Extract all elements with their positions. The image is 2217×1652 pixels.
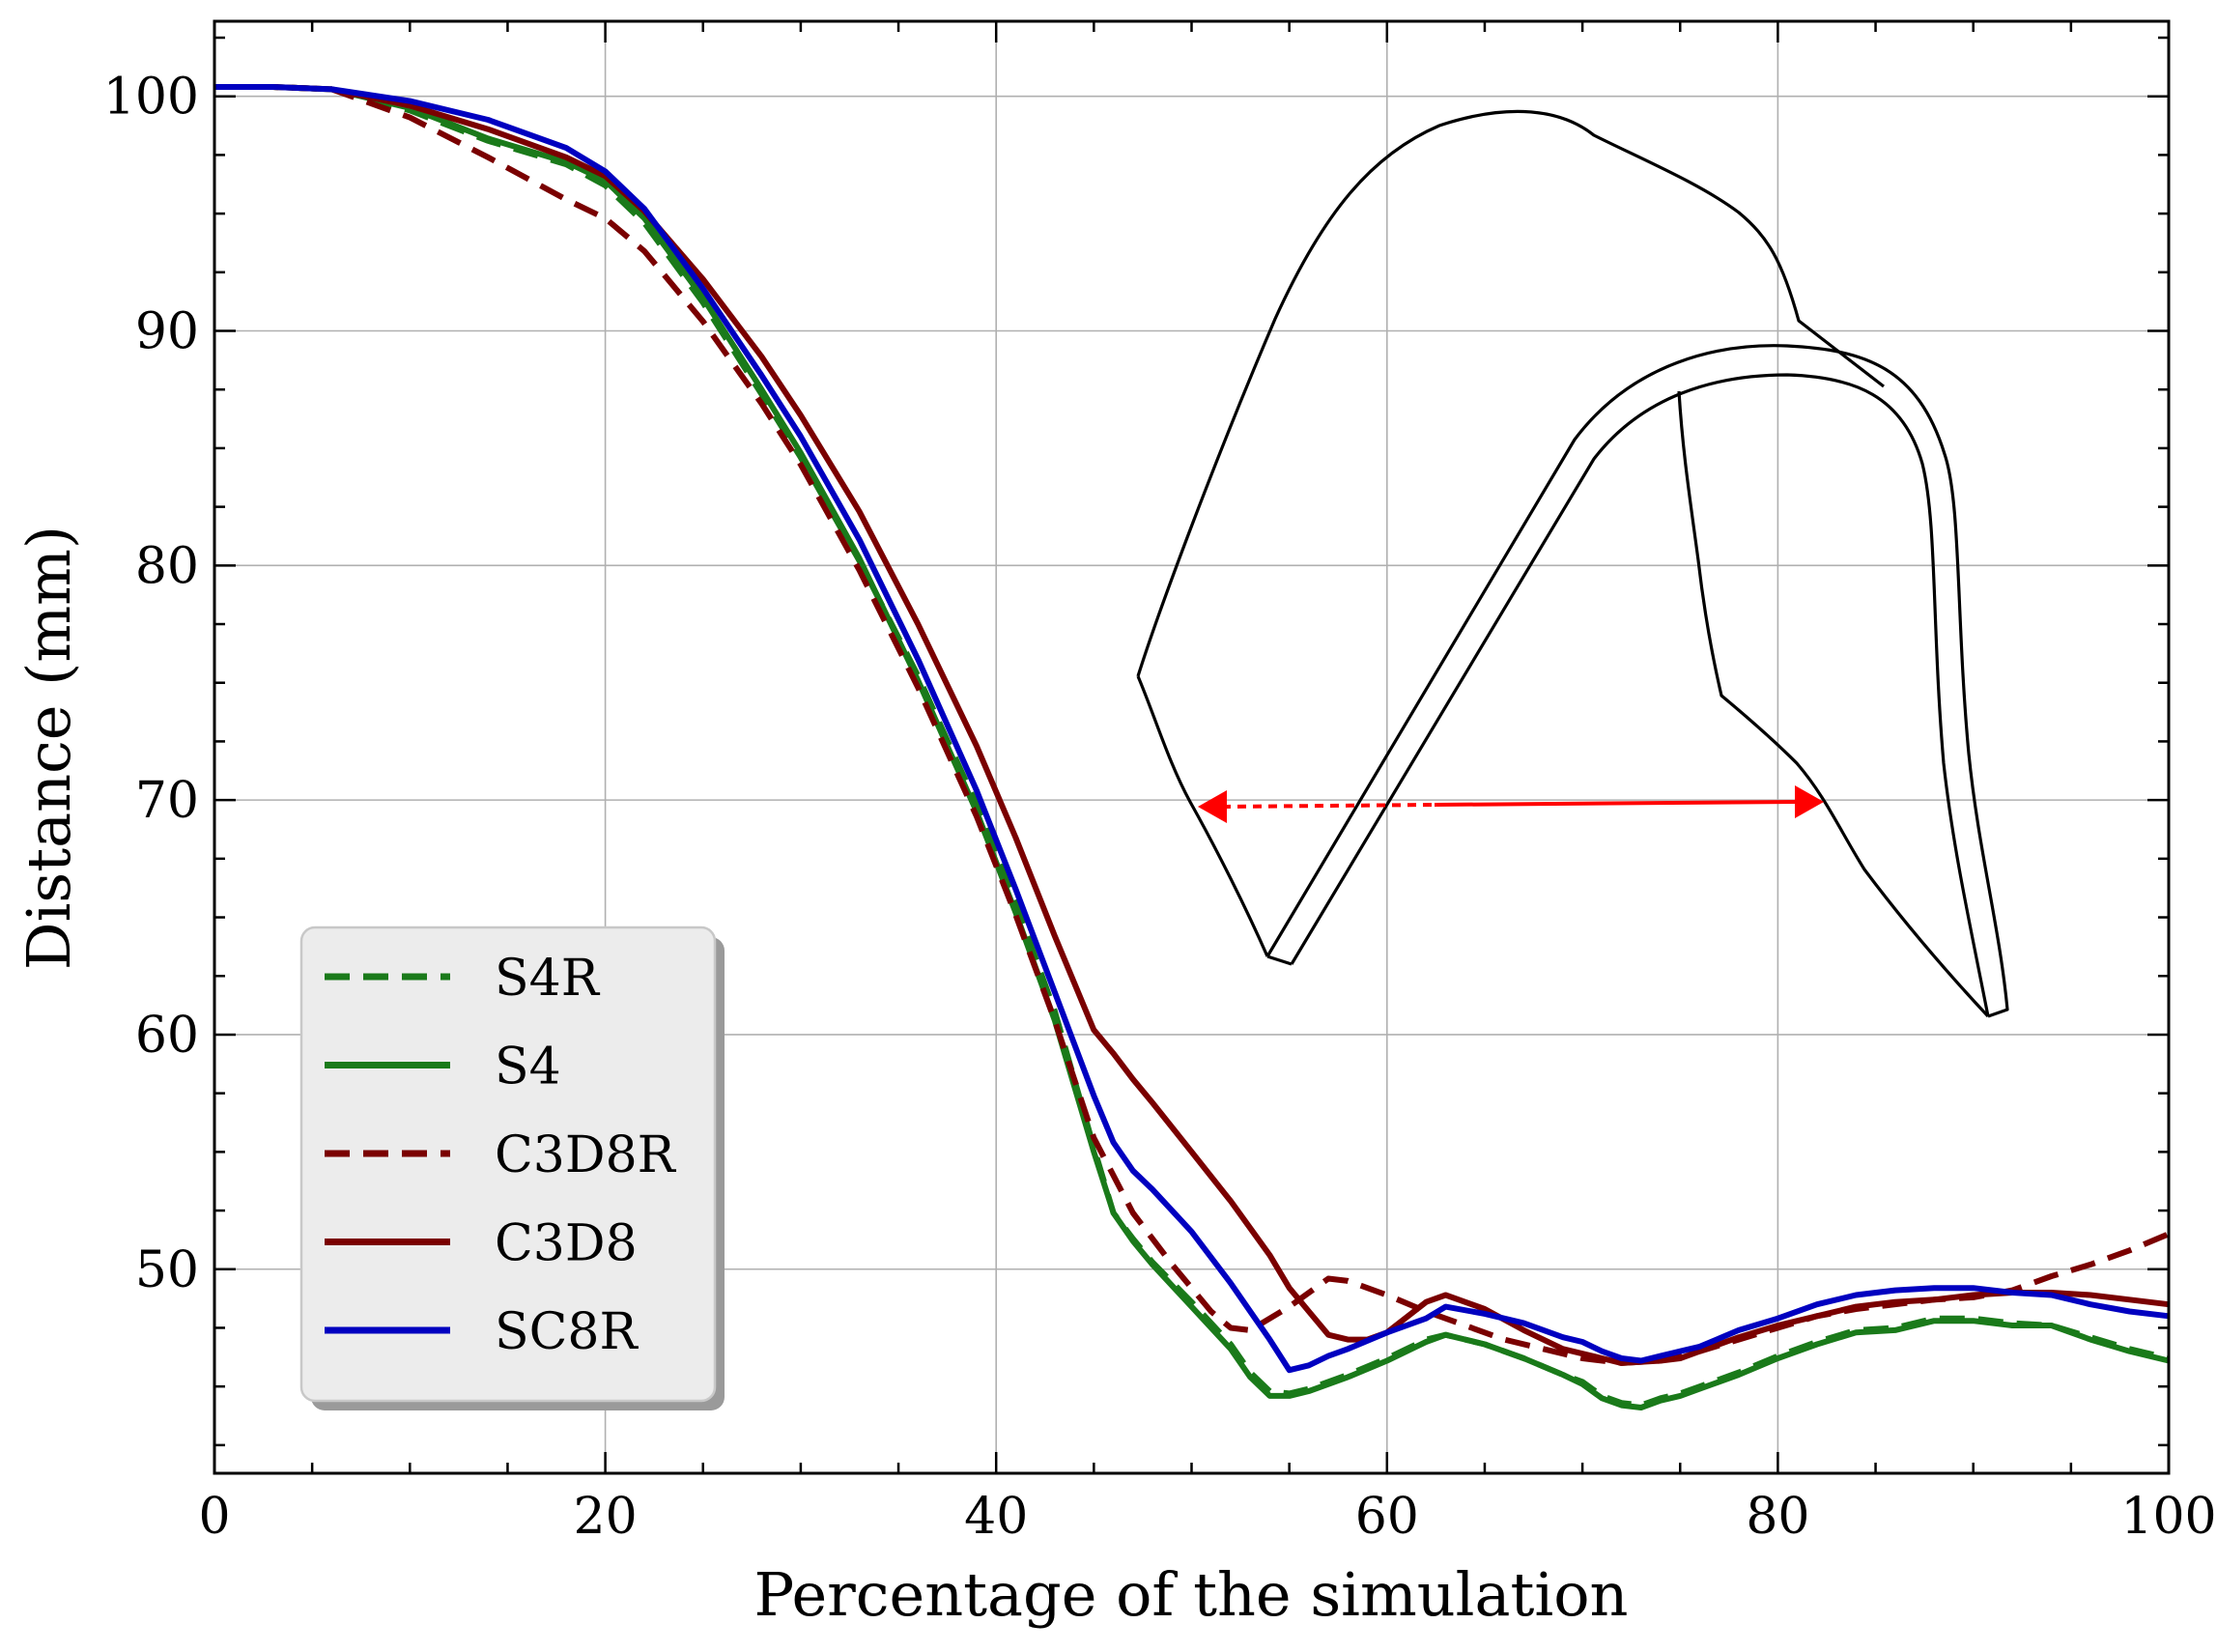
inset-right-flange bbox=[1677, 390, 1990, 1018]
inset-shell-band-inner bbox=[1290, 373, 1990, 1017]
tick-labels: 0 20 40 60 80 100 50 60 70 80 90 100 bbox=[103, 69, 2217, 1546]
legend-label-c3d8: C3D8 bbox=[495, 1215, 638, 1273]
x-tick-label: 0 bbox=[198, 1488, 230, 1546]
legend-label-sc8r: SC8R bbox=[495, 1303, 639, 1361]
series-line-c3d8 bbox=[214, 84, 2170, 1366]
legend-box bbox=[299, 926, 717, 1403]
data-series bbox=[214, 84, 2171, 1410]
y-tick-label: 90 bbox=[135, 303, 199, 361]
y-tick-label: 80 bbox=[135, 537, 199, 595]
plot-frame bbox=[213, 19, 2171, 1475]
y-tick-label: 70 bbox=[135, 772, 199, 830]
series-line-s4 bbox=[214, 84, 2170, 1410]
legend-label-s4r: S4R bbox=[495, 950, 601, 1008]
y-axis-title: Distance (mm) bbox=[14, 526, 84, 970]
legend-label-s4: S4 bbox=[495, 1039, 561, 1097]
inset-shell-band-outer bbox=[1265, 344, 2009, 1018]
inset-outer-shell bbox=[1136, 109, 1885, 677]
arrowhead-left bbox=[1198, 790, 1227, 823]
y-tick-label: 100 bbox=[103, 69, 199, 127]
y-tick-label: 50 bbox=[135, 1241, 199, 1299]
x-tick-label: 60 bbox=[1355, 1488, 1419, 1546]
x-tick-label: 20 bbox=[574, 1488, 638, 1546]
measurement-arrow-solid bbox=[1434, 800, 1798, 807]
measurement-arrow-dotted bbox=[1221, 803, 1435, 809]
y-tick-label: 60 bbox=[135, 1007, 199, 1065]
arrowhead-right bbox=[1795, 785, 1824, 818]
x-axis-title: Percentage of the simulation bbox=[754, 1559, 1629, 1630]
series-line-c3d8r bbox=[214, 84, 2171, 1366]
x-tick-label: 40 bbox=[964, 1488, 1028, 1546]
inset-band-tip-left bbox=[1266, 954, 1293, 966]
inset-inner-flange bbox=[1136, 675, 1269, 957]
x-tick-label: 80 bbox=[1746, 1488, 1809, 1546]
legend-label-c3d8r: C3D8R bbox=[495, 1126, 677, 1184]
legend: S4R S4 C3D8R C3D8 SC8R bbox=[299, 926, 725, 1410]
inset-geometry-diagram bbox=[1136, 109, 2009, 1018]
x-tick-label: 100 bbox=[2120, 1488, 2216, 1546]
series-line-sc8r bbox=[214, 84, 2170, 1374]
legend-entries: S4R S4 C3D8R C3D8 SC8R bbox=[325, 950, 677, 1361]
